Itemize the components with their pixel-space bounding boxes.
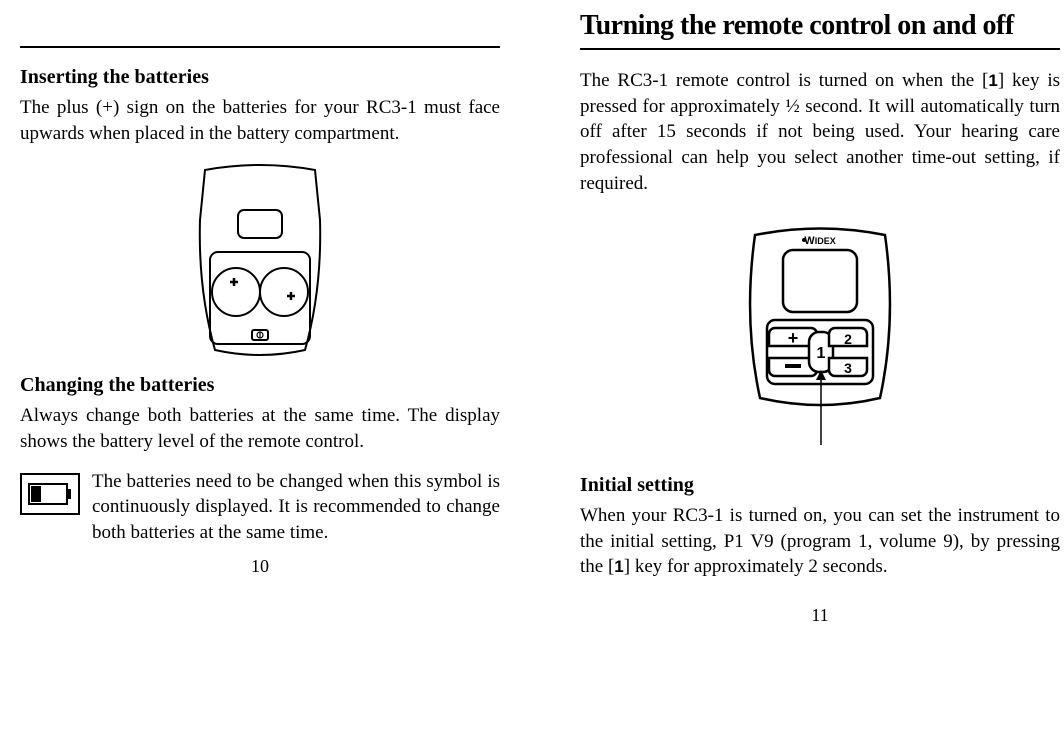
battery-device-svg	[170, 160, 350, 360]
divider-rule-right	[580, 48, 1060, 50]
heading-inserting: Inserting the batteries	[20, 66, 500, 89]
svg-text:1: 1	[817, 345, 826, 362]
page-right: Turning the remote control on and off Th…	[580, 0, 1060, 594]
para-inserting: The plus (+) sign on the batteries for y…	[20, 95, 500, 146]
svg-text:WIDEX: WIDEX	[804, 235, 835, 247]
text-fragment: The RC3-1 remote control is turned on wh…	[580, 70, 988, 91]
svg-text:2: 2	[844, 331, 852, 347]
figure-battery-device	[20, 160, 500, 360]
figure-remote-device: WIDEX + 1 2 3	[580, 220, 1060, 450]
heading-changing: Changing the batteries	[20, 374, 500, 397]
battery-warning-row: The batteries need to be changed when th…	[20, 469, 500, 546]
battery-low-icon	[20, 473, 80, 515]
page-number-left: 10	[20, 556, 500, 577]
para-changing: Always change both batteries at the same…	[20, 403, 500, 454]
svg-text:3: 3	[844, 360, 852, 376]
page-number-right: 11	[580, 605, 1060, 626]
page-left: Inserting the batteries The plus (+) sig…	[20, 0, 500, 545]
para-battery-warning: The batteries need to be changed when th…	[92, 469, 500, 546]
heading-initial-setting: Initial setting	[580, 474, 1060, 497]
divider-rule	[20, 46, 500, 48]
svg-text:+: +	[788, 328, 799, 348]
para-initial-setting: When your RC3-1 is turned on, you can se…	[580, 503, 1060, 580]
para-turn-on: The RC3-1 remote control is turned on wh…	[580, 68, 1060, 196]
remote-device-svg: WIDEX + 1 2 3	[725, 220, 915, 450]
heading-turning-on-off: Turning the remote control on and off	[580, 10, 1060, 42]
key-ref-1: 1	[988, 71, 997, 90]
text-fragment: ] key for approximately 2 seconds.	[624, 556, 888, 577]
key-ref-1b: 1	[614, 557, 623, 576]
